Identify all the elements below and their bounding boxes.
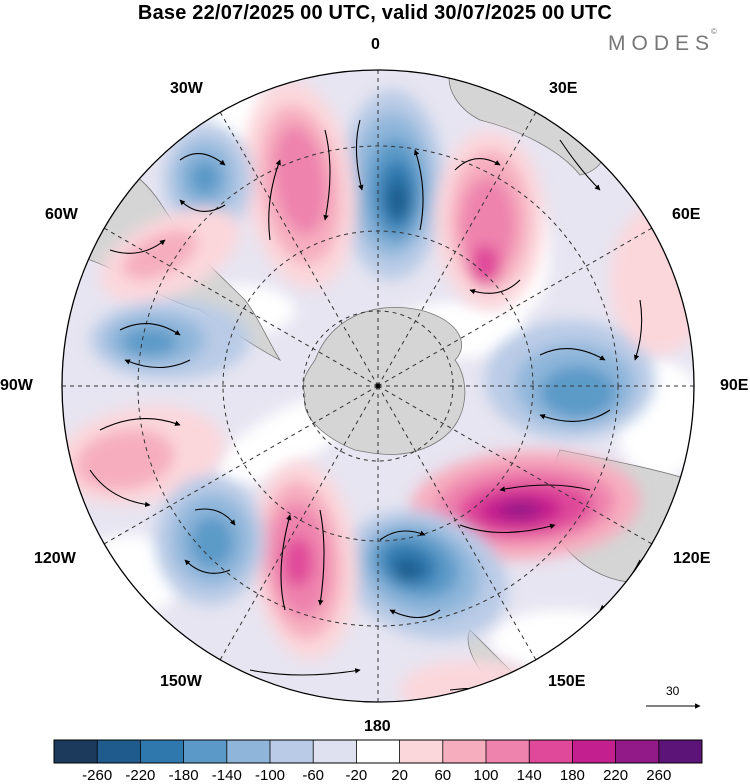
anomaly-negative-170e: [342, 509, 508, 641]
lon-label-120e: 120E: [673, 550, 711, 567]
lon-label-180: 180: [364, 718, 391, 735]
colorbar-swatch: [572, 740, 617, 763]
map-border: [61, 69, 695, 703]
colorbar: [53, 739, 703, 764]
colorbar-tick-label: -100: [254, 767, 286, 784]
lon-label-120w: 120W: [34, 550, 76, 567]
anomaly-positive-15w: [243, 80, 357, 290]
anomaly-negative-130w: [155, 475, 265, 605]
colorbar-swatch: [97, 740, 141, 763]
map-disc: [62, 70, 694, 702]
modes-logo: MODES©: [608, 27, 721, 56]
colorbar-tick-label: -220: [125, 767, 156, 784]
colorbar-swatch: [140, 740, 185, 763]
map-title: Base 22/07/2025 00 UTC, valid 30/07/2025…: [137, 2, 613, 24]
colorbar-tick-label: 60: [434, 767, 452, 784]
colorbar-tick-label: 180: [559, 767, 585, 784]
colorbar-tick-label: 260: [646, 767, 672, 784]
lon-label-90e: 90E: [720, 377, 749, 394]
lon-label-30w: 30W: [170, 80, 203, 97]
colorbar-tick-label: -20: [345, 767, 368, 784]
anomaly-negative-80w: [90, 300, 250, 380]
colorbar-swatch: [529, 740, 573, 763]
lon-label-30e: 30E: [549, 80, 578, 97]
colorbar-swatch: [399, 740, 444, 763]
anomaly-positive-60w: [100, 208, 240, 302]
colorbar-tick-label: 20: [391, 767, 408, 784]
wind-reference-label: 30: [666, 684, 680, 698]
colorbar-tick-label: -60: [302, 767, 325, 784]
graticule: [62, 70, 694, 702]
colorbar-swatch: [313, 740, 357, 763]
lon-label-60w: 60W: [45, 206, 78, 223]
anomaly-negative-0e: [340, 90, 444, 280]
lon-label-90w: 90W: [0, 377, 33, 394]
colorbar-swatch: [486, 740, 530, 763]
colorbar-swatch: [270, 740, 314, 763]
colorbar-swatch: [615, 740, 660, 763]
colorbar-tick-label: -140: [211, 767, 242, 784]
colorbar-swatch: [226, 740, 271, 763]
lon-label-60e: 60E: [672, 206, 701, 223]
colorbar-tick-label: 220: [603, 767, 629, 784]
colorbar-tick-label: -180: [168, 767, 199, 784]
lon-label-150w: 150W: [160, 673, 202, 690]
lon-label-150e: 150E: [548, 673, 586, 690]
colorbar-swatch: [356, 740, 401, 763]
colorbar-tick-label: -260: [82, 767, 113, 784]
colorbar-tick-label: 140: [516, 767, 542, 784]
anomaly-positive-60e: [610, 205, 694, 355]
colorbar-swatch: [183, 740, 228, 763]
brand-name: MODES: [608, 32, 716, 55]
colorbar-swatch: [54, 740, 98, 763]
south-pole-marker: [375, 383, 381, 389]
colorbar-border: [53, 739, 703, 764]
colorbar-swatch: [442, 740, 487, 763]
colorbar-swatch: [658, 740, 703, 763]
lon-label-0: 0: [371, 36, 380, 53]
anomaly-negative-90e: [485, 320, 655, 440]
anomaly-positive-35e: [435, 130, 545, 310]
anomaly-shading: [62, 80, 694, 702]
brand-symbol: ©: [711, 27, 717, 36]
colorbar-tick-label: 100: [473, 767, 499, 784]
